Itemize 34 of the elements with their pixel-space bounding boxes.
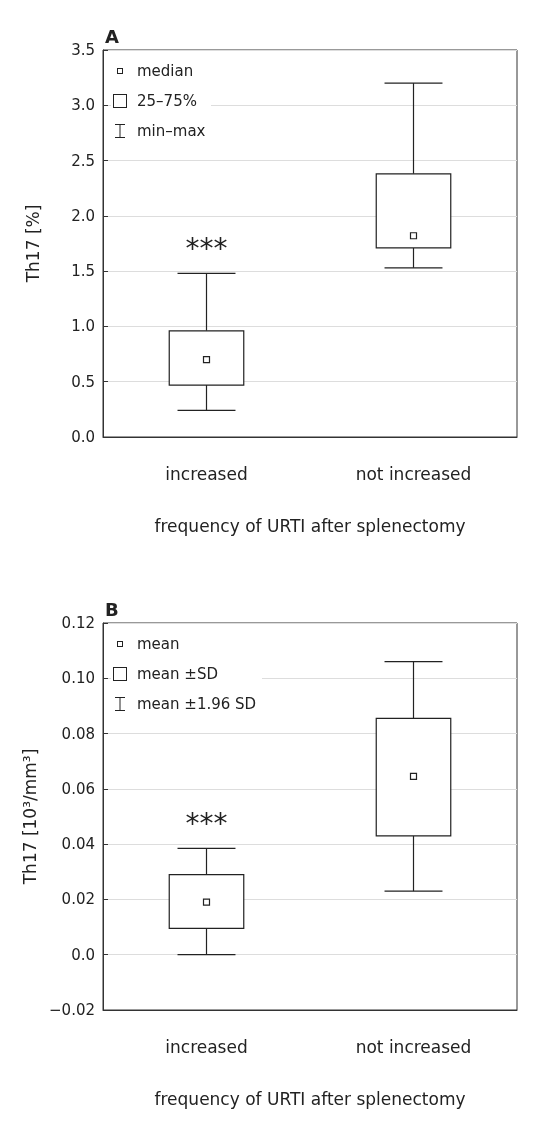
annotation: median: [137, 62, 194, 80]
y-tick-label: 0.5: [71, 372, 95, 391]
y-tick-label: 0.04: [61, 835, 95, 854]
annotation: mean: [137, 635, 180, 653]
y-tick-label: 0.06: [61, 779, 95, 798]
y-tick-label: 0.0: [71, 428, 95, 446]
x-tick-label: not increased: [355, 463, 472, 484]
x-tick-label: not increased: [355, 1036, 472, 1057]
y-tick-label: 3.0: [71, 96, 95, 115]
annotation: min–max: [137, 122, 206, 140]
y-tick-label: 0.02: [61, 890, 95, 909]
y-tick-label: −0.02: [49, 1001, 95, 1019]
y-tick-label: 0.08: [61, 724, 95, 743]
y-tick-label: 2.5: [71, 151, 95, 170]
y-axis-title: Th17 [%]: [22, 204, 43, 284]
annotation: ***: [185, 807, 228, 841]
chart-title: B: [105, 598, 119, 620]
y-tick-label: 3.5: [71, 41, 95, 59]
y-tick-label: 1.5: [71, 262, 95, 281]
annotation: mean ±1.96 SD: [137, 695, 257, 713]
annotation: 25–75%: [137, 92, 197, 110]
y-tick-label: 0.0: [71, 945, 95, 964]
chart-title: A: [105, 25, 119, 47]
x-tick-label: increased: [165, 1036, 248, 1057]
x-axis-title: frequency of URTI after splenectomy: [154, 1088, 466, 1109]
y-tick-label: 0.12: [61, 614, 95, 632]
x-tick-label: increased: [165, 463, 248, 484]
y-tick-label: 0.10: [61, 669, 95, 688]
annotation: ***: [185, 232, 228, 266]
y-axis-title: Th17 [10³/mm³]: [19, 748, 40, 886]
y-tick-label: 1.0: [71, 317, 95, 336]
y-tick-label: 2.0: [71, 206, 95, 225]
x-axis-title: frequency of URTI after splenectomy: [154, 515, 466, 536]
annotation: mean ±SD: [137, 665, 218, 683]
